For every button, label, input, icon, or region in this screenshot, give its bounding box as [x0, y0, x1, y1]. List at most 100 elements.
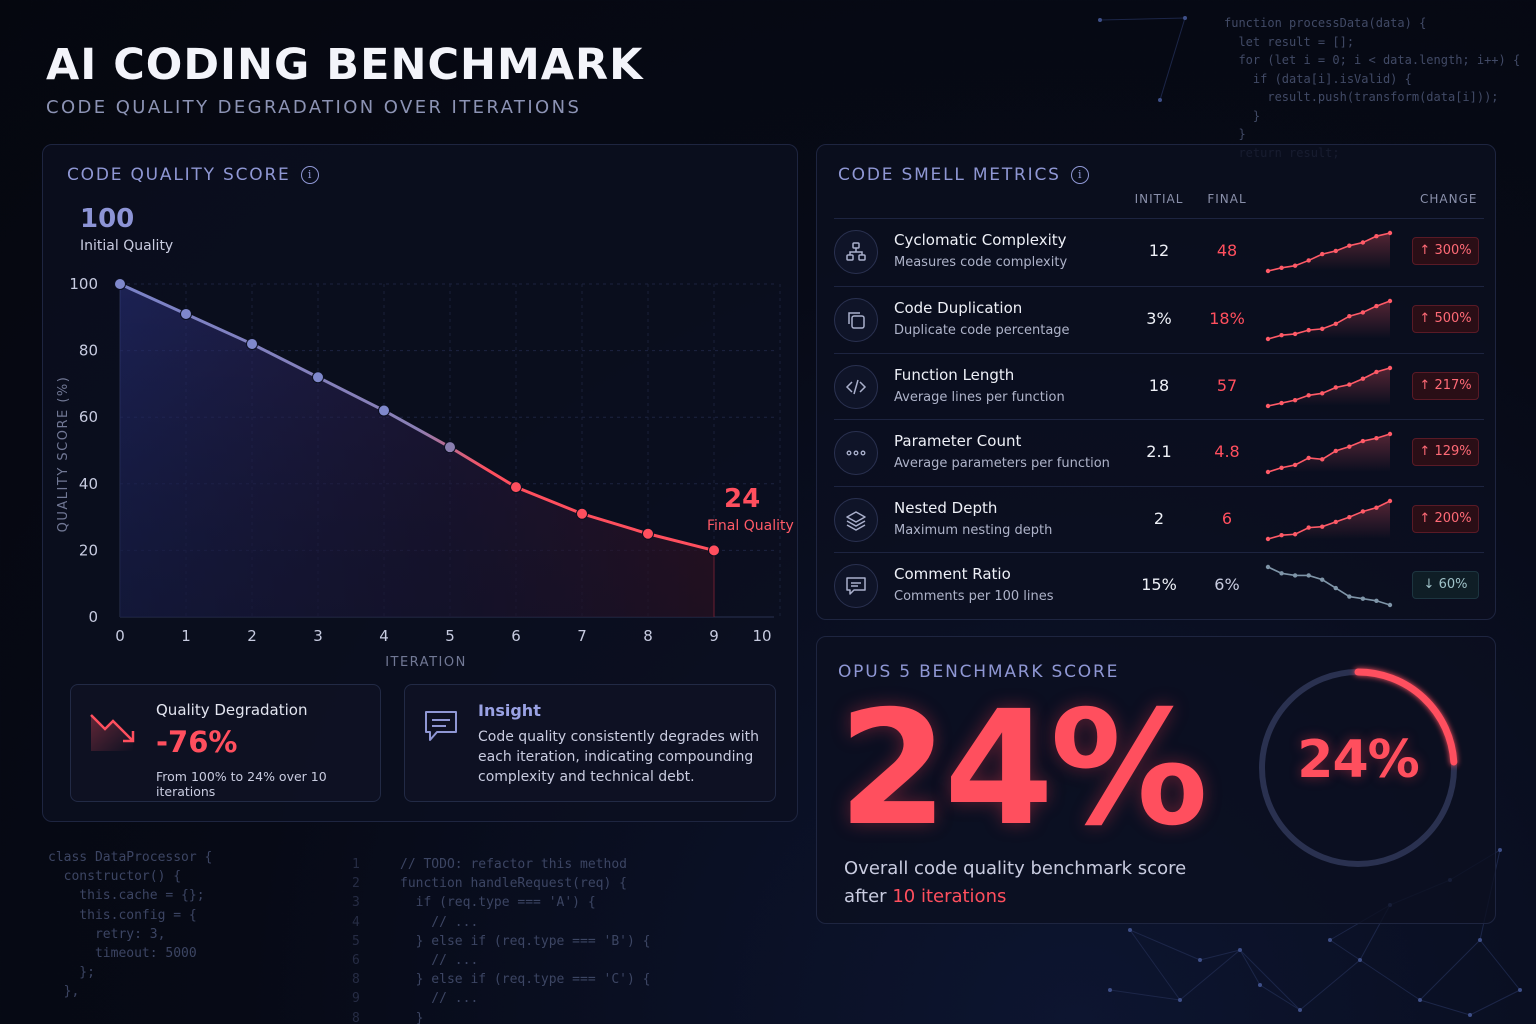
degradation-note: From 100% to 24% over 10 iterations	[156, 769, 327, 799]
metric-icon-wrap	[834, 431, 878, 475]
y-tick-label: 100	[69, 275, 98, 293]
sparkline-point	[1374, 369, 1379, 375]
x-axis-label: ITERATION	[385, 655, 467, 670]
metric-final-value: 6	[1221, 509, 1233, 528]
y-tick-label: 20	[79, 541, 98, 559]
info-icon[interactable]: i	[1070, 166, 1089, 184]
data-point	[114, 278, 126, 290]
info-icon[interactable]: i	[300, 166, 319, 184]
y-axis-label: QUALITY SCORE (%)	[56, 376, 71, 533]
sparkline-point	[1374, 505, 1379, 510]
sparkline-point	[1387, 602, 1393, 608]
sparkline-point	[1265, 336, 1271, 342]
area-fade	[120, 284, 714, 617]
metric-change-value: 129%	[1434, 444, 1472, 459]
x-tick-label: 8	[643, 627, 653, 645]
page-subtitle: CODE QUALITY DEGRADATION OVER ITERATIONS	[46, 97, 582, 118]
code-text: // TODO: refactor this method	[400, 857, 627, 872]
metric-sparkline	[1265, 365, 1393, 409]
data-point	[576, 507, 588, 520]
initial-quality-label: Initial Quality	[80, 238, 174, 254]
sparkline-area	[1268, 368, 1390, 406]
metric-change-value: 300%	[1434, 243, 1472, 258]
line-number: 1	[352, 857, 360, 872]
metric-icon-wrap	[834, 298, 878, 342]
sparkline-point	[1320, 251, 1325, 257]
sparkline-point	[1279, 333, 1284, 338]
arrow-up-icon: ↑	[1419, 243, 1431, 258]
metric-name: Nested Depth	[894, 499, 998, 517]
metric-change-badge: ↑ 129%	[1412, 438, 1479, 466]
line-number: 9	[352, 991, 360, 1007]
score-description-line2: after 10 iterations	[844, 886, 1006, 907]
sparkline-point	[1265, 564, 1271, 570]
sparkline-point	[1333, 519, 1338, 525]
code-icon	[845, 379, 867, 395]
sparkline-point	[1360, 509, 1366, 514]
sparkline-point	[1374, 436, 1379, 441]
sparkline-line	[1267, 500, 1391, 540]
metric-icon-wrap	[834, 365, 878, 409]
score-panel-title: OPUS 5 BENCHMARK SCORE	[838, 662, 1119, 682]
benchmark-score-value: 24%	[838, 677, 1208, 861]
smell-panel-title: CODE SMELL METRICS i	[838, 165, 1089, 185]
sparkline-point	[1320, 326, 1325, 332]
metric-initial-value: 18	[1148, 376, 1170, 395]
metric-final-value: 48	[1216, 241, 1238, 260]
insight-text: Code quality consistently degrades with …	[478, 729, 760, 785]
line-number: 8	[352, 972, 360, 988]
y-tick-label: 40	[79, 475, 98, 493]
metric-sparkline	[1265, 230, 1393, 274]
x-tick-label: 7	[577, 627, 587, 645]
metric-change-value: 60%	[1438, 577, 1468, 592]
sparkline-point	[1292, 462, 1298, 468]
data-point	[312, 371, 324, 384]
metric-change-badge: ↓ 60%	[1412, 571, 1479, 599]
sparkline-point	[1292, 331, 1298, 337]
layers-icon	[846, 511, 866, 531]
code-text: }	[400, 1010, 424, 1024]
sparkline-point	[1347, 382, 1352, 387]
metric-description: Comments per 100 lines	[894, 589, 1054, 604]
page-title: AI CODING BENCHMARK	[46, 40, 644, 90]
code-line: 4 // ...	[352, 913, 650, 932]
sparkline-point	[1292, 573, 1298, 578]
quality-panel-title-text: CODE QUALITY SCORE	[67, 165, 291, 185]
x-tick-label: 10	[752, 627, 771, 645]
code-line: 8 } else if (req.type === 'C') {	[352, 970, 650, 989]
sparkline-point	[1320, 524, 1325, 529]
x-tick-label: 0	[115, 627, 125, 645]
line-number: 5	[352, 933, 360, 949]
line-number: 8	[352, 1010, 360, 1024]
sparkline-point	[1320, 457, 1325, 462]
code-line: 5 } else if (req.type === 'B') {	[352, 932, 650, 951]
line-number: 6	[352, 953, 360, 969]
sparkline-point	[1360, 438, 1366, 444]
code-line: 1 // TODO: refactor this method	[352, 855, 650, 874]
code-text: // ...	[400, 914, 479, 930]
sparkline-point	[1360, 596, 1366, 601]
initial-quality-value: 100	[80, 204, 135, 234]
code-text: } else if (req.type === 'B') {	[400, 933, 651, 949]
metric-final-value: 4.8	[1214, 442, 1240, 461]
metric-change-value: 200%	[1434, 511, 1472, 526]
code-line: 6 // ...	[352, 951, 650, 970]
metric-change-badge: ↑ 200%	[1412, 505, 1479, 533]
metric-change-value: 217%	[1434, 378, 1472, 393]
metric-description: Average parameters per function	[894, 456, 1110, 471]
code-line: 2 function handleRequest(req) {	[352, 874, 650, 893]
sparkline-point	[1292, 397, 1298, 403]
background-code-mid: 1 // TODO: refactor this method 2 function …	[352, 855, 650, 1024]
column-header-initial: INITIAL	[1134, 192, 1184, 206]
background-code-left: class DataProcessor { constructor() { th…	[48, 850, 213, 1000]
sparkline-point	[1387, 230, 1393, 236]
sparkline-point	[1347, 594, 1352, 599]
metric-initial-value: 12	[1148, 241, 1170, 260]
copy-icon	[848, 312, 865, 329]
code-text: function handleRequest(req) {	[400, 876, 627, 892]
sparkline-line	[1267, 367, 1391, 407]
metric-row: Cyclomatic Complexity Measures code compl…	[834, 218, 1484, 284]
score-description-highlight: 10 iterations	[892, 886, 1007, 907]
metric-description: Average lines per function	[894, 390, 1065, 405]
sparkline-point	[1374, 598, 1379, 603]
